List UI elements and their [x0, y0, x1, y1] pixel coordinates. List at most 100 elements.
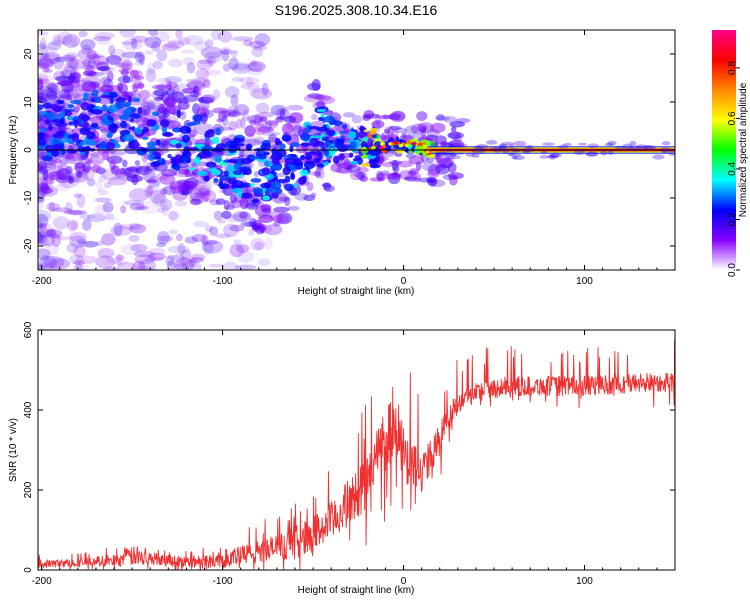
spectrogram-halo-cell	[49, 174, 63, 180]
spectrogram-halo-cell	[39, 85, 51, 92]
spectrogram-noise-cell	[47, 159, 68, 167]
spectrogram-halo-cell	[74, 162, 86, 174]
carrier-side-cell	[526, 144, 533, 149]
spectrogram-halo-cell	[71, 152, 78, 162]
spectrogram-noise-cell	[46, 228, 56, 236]
spectrogram-noise-cell	[130, 243, 148, 252]
spectrogram-core-cell	[39, 110, 48, 116]
snr-xlabel: Height of straight line (km)	[298, 585, 415, 596]
colorbar-tick: 0.4	[727, 162, 740, 176]
spectrogram-noise-cell	[49, 40, 65, 47]
spectrogram-noise-cell	[65, 59, 79, 69]
spectrogram-core-cell	[45, 144, 56, 153]
spectrogram-noise-cell	[52, 216, 70, 230]
spectrogram-halo-cell	[144, 185, 153, 198]
spectrogram-core-cell	[82, 92, 89, 100]
spectrogram-halo-cell	[166, 87, 176, 97]
colorbar-tick: 0.6	[727, 111, 740, 125]
carrier-side-cell	[502, 148, 510, 155]
spectrogram-halo-cell	[272, 214, 290, 224]
spectrogram-core-cell	[129, 113, 141, 119]
spectrogram-core-cell	[284, 157, 296, 165]
spectrogram-halo-cell	[60, 80, 74, 93]
spectrogram-core-cell	[108, 104, 118, 113]
spectrogram-ytick: 20	[23, 48, 675, 60]
spectrogram-noise-cell	[253, 113, 261, 126]
spectrogram-noise-cell	[38, 55, 44, 63]
spectrogram-noise-cell	[251, 46, 264, 58]
spectrogram-halo-cell	[273, 206, 290, 213]
carrier-side-cell	[498, 144, 507, 151]
spectrogram-core-cell	[146, 145, 157, 154]
carrier-side-cell	[508, 144, 515, 150]
spectrogram-noise-cell	[38, 255, 57, 270]
spectrogram-core-cell	[192, 114, 203, 122]
carrier-side-cell	[585, 152, 598, 157]
spectrogram-noise-cell	[221, 49, 230, 62]
spectrogram-noise-cell	[64, 202, 73, 213]
spectrogram-noise-cell	[94, 197, 112, 203]
spectrogram-noise-cell	[203, 69, 222, 76]
spectrogram-noise-cell	[217, 30, 233, 43]
spectrogram-core-cell	[167, 154, 172, 159]
spectrogram-ytick-label: 10	[23, 96, 34, 108]
spectrogram-halo-cell	[125, 167, 141, 172]
spectrogram-core-cell	[284, 175, 291, 183]
spectrogram-noise-cell	[119, 223, 135, 230]
spectrogram-core-cell	[323, 150, 330, 156]
spectrogram-noise-cell	[94, 204, 108, 215]
spectrogram-core-cell	[59, 139, 71, 143]
spectrogram-halo-cell	[315, 167, 322, 179]
spectrogram-core-cell	[274, 137, 281, 146]
carrier-side-cell	[550, 152, 560, 159]
spectrogram-noise-cell	[51, 233, 61, 247]
spectrogram-core-cell	[360, 163, 371, 167]
spectrogram-noise-cell	[96, 179, 103, 192]
spectrogram-halo-cell	[122, 159, 128, 168]
spectrogram-noise-cell	[188, 256, 204, 263]
spectrogram-noise-cell	[166, 260, 175, 270]
spectrogram-noise-cell	[178, 37, 191, 46]
spectrogram-core-cell	[211, 136, 220, 145]
spectrogram-halo-cell	[343, 158, 352, 171]
snr-ytick: 400	[23, 401, 675, 418]
spectrogram-noise-cell	[128, 222, 142, 231]
spectrogram-core-cell	[213, 177, 219, 183]
colorbar-tick: 0.0	[727, 263, 740, 277]
spectrogram-noise-cell	[104, 213, 115, 220]
spectrogram-noise-cell	[168, 210, 179, 221]
spectrogram-noise-cell	[142, 171, 149, 177]
spectrogram-noise-cell	[129, 224, 147, 234]
spectrogram-noise-cell	[38, 234, 56, 246]
spectrogram-halo-cell	[38, 88, 45, 100]
snr-background	[38, 330, 675, 570]
spectrogram-noise-cell	[38, 209, 52, 222]
spectrogram-core-cell	[215, 127, 222, 136]
spectrogram-core-cell	[123, 134, 134, 142]
spectrogram-noise-cell	[135, 205, 149, 210]
spectrogram-noise-cell	[76, 239, 87, 245]
spectrogram-noise-cell	[235, 118, 243, 129]
spectrogram-noise-cell	[245, 61, 263, 71]
carrier-side-cell	[642, 144, 654, 150]
spectrogram-core-cell	[51, 118, 64, 124]
spectrogram-core-cell	[80, 115, 91, 121]
spectrogram-noise-cell	[48, 171, 66, 180]
spectrogram-noise-cell	[248, 40, 266, 49]
spectrogram-halo-cell	[82, 161, 91, 174]
spectrogram-noise-cell	[77, 48, 97, 61]
snr-ytick-label: 600	[23, 321, 34, 338]
spectrogram-noise-cell	[156, 231, 170, 245]
spectrogram-halo-cell	[110, 165, 120, 175]
spectrogram-halo-cell	[82, 168, 89, 175]
spectrogram-noise-cell	[196, 59, 213, 70]
spectrogram-halo-cell	[233, 104, 250, 116]
spectrogram-noise-cell	[103, 182, 112, 189]
spectrogram-halo-cell	[404, 125, 418, 136]
spectrogram-core-cell	[172, 127, 182, 133]
spectrogram-halo-cell	[396, 160, 413, 168]
spectrogram-noise-cell	[92, 35, 112, 42]
snr-xtick-label: 0	[401, 576, 407, 587]
spectrogram-halo-cell	[200, 112, 208, 124]
spectrogram-halo-cell	[157, 103, 166, 114]
